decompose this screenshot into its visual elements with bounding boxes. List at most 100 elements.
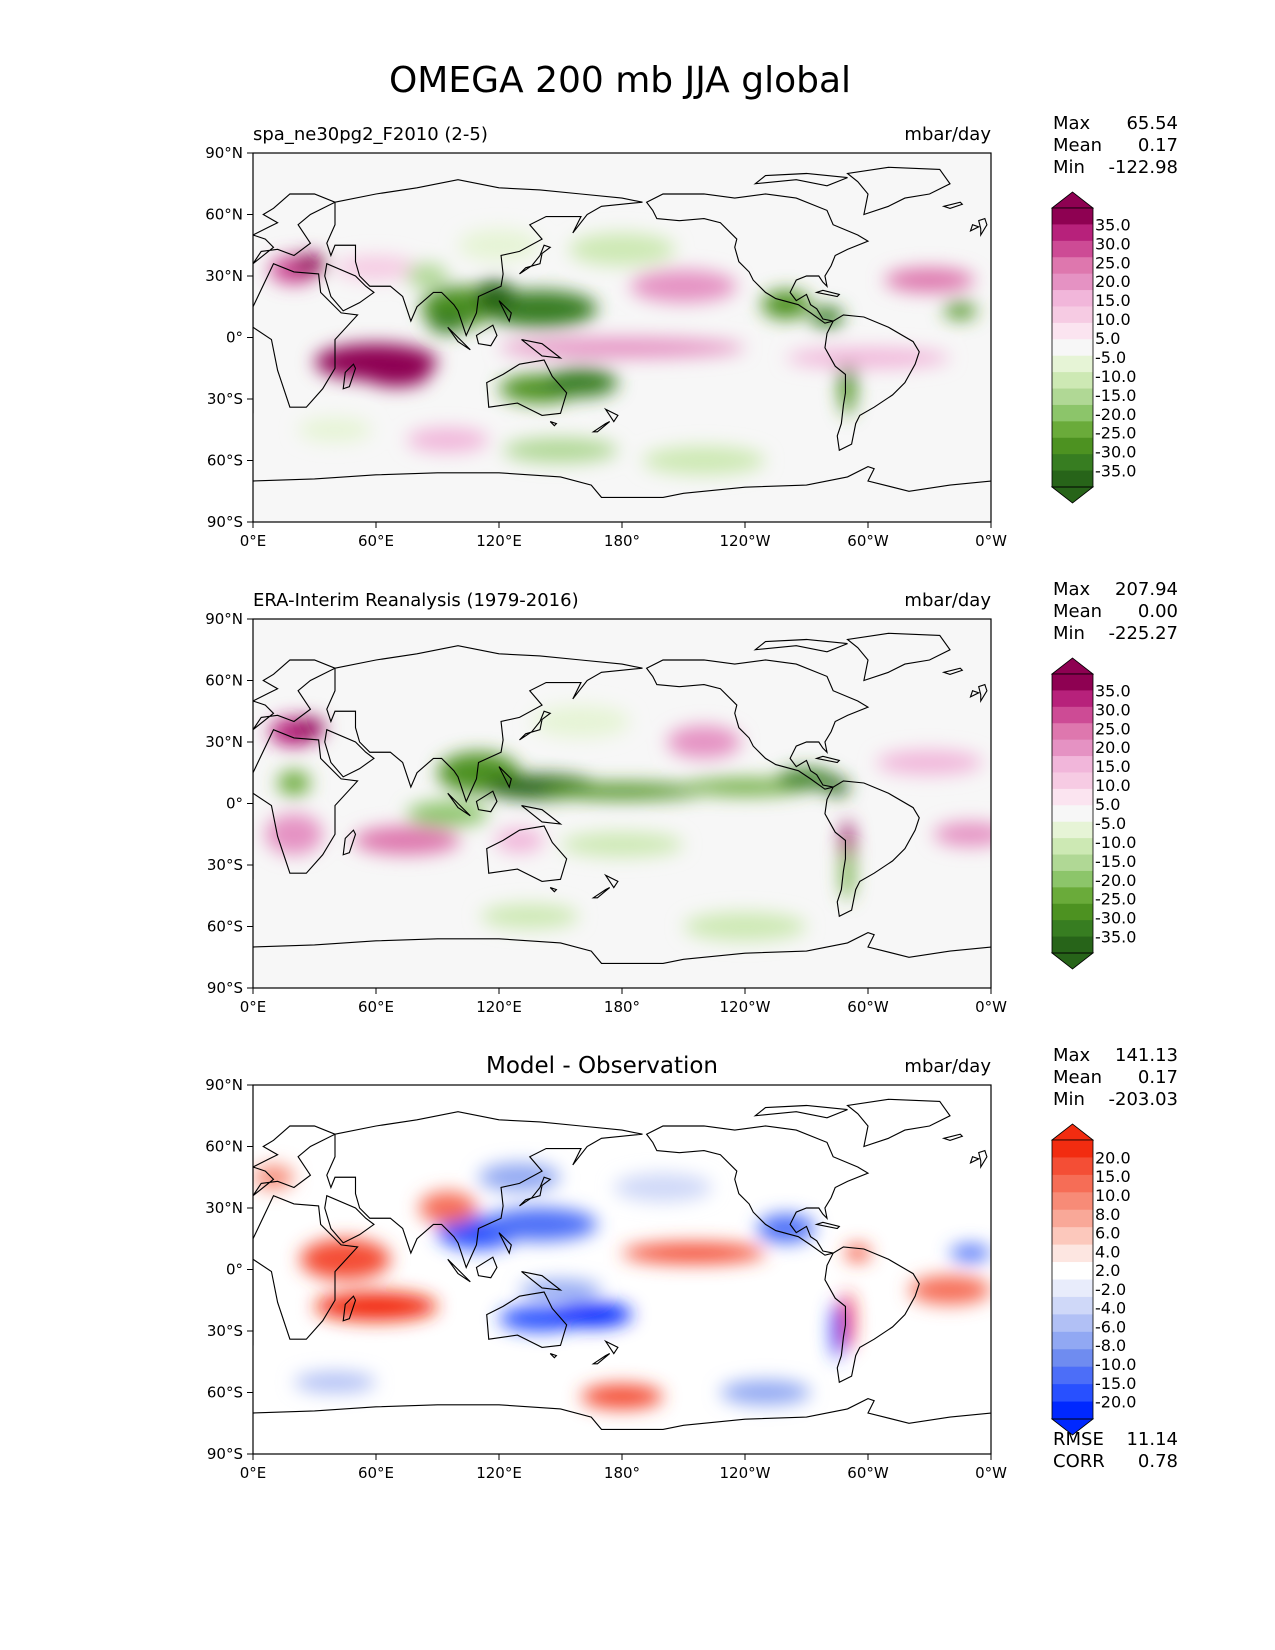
colorbar-segment: [1052, 470, 1093, 488]
colorbar-segment: [1052, 273, 1093, 291]
field-blob: [841, 1292, 854, 1350]
colorbar-label: 20.0: [1095, 738, 1131, 757]
colorbar-segment: [1052, 870, 1093, 888]
x-tick-label: 60°W: [847, 532, 889, 550]
field-blob: [683, 912, 807, 941]
stat-value-mean: 0.17: [1138, 135, 1178, 156]
colorbar-segment: [1052, 1296, 1093, 1315]
colorbar-label: 25.0: [1095, 253, 1131, 272]
field-blob: [314, 1292, 438, 1321]
colorbar-label: 8.0: [1095, 1205, 1120, 1224]
y-tick-label: 90°N: [205, 610, 243, 628]
y-tick-label: 90°N: [205, 144, 243, 162]
y-tick-label: 60°S: [207, 452, 243, 470]
y-tick-label: 0°: [226, 329, 243, 347]
colorbar-segment: [1052, 887, 1093, 905]
field-blob: [544, 368, 618, 397]
y-tick-label: 60°N: [205, 672, 243, 690]
colorbar-label: -20.0: [1095, 1393, 1136, 1412]
colorbar-label: -15.0: [1095, 852, 1136, 871]
colorbar-segment: [1052, 257, 1093, 275]
colorbar-segment: [1052, 936, 1093, 954]
colorbar-segment: [1052, 355, 1093, 373]
stat-label-min: Min: [1053, 1089, 1085, 1110]
colorbar-extend-max: [1050, 1123, 1095, 1141]
field-blob: [777, 768, 836, 790]
colorbar-label: 35.0: [1095, 681, 1131, 700]
field-blob: [353, 826, 461, 855]
colorbar-extend-min: [1050, 952, 1095, 970]
panel-units: mbar/day: [904, 590, 991, 611]
field-blob: [831, 1302, 844, 1360]
panel-units: mbar/day: [904, 1056, 991, 1077]
colorbar-segment: [1052, 690, 1093, 708]
field-blob: [667, 725, 741, 759]
colorbar-segment: [1052, 756, 1093, 773]
x-tick-label: 120°W: [720, 1464, 771, 1482]
colorbar-label: 10.0: [1095, 776, 1131, 795]
field-blob: [294, 253, 327, 274]
colorbar-segment: [1052, 454, 1093, 472]
colorbar-label: -6.0: [1095, 1317, 1126, 1336]
field-blob: [494, 828, 545, 853]
colorbar-label: 30.0: [1095, 234, 1131, 253]
panel-title: ERA-Interim Reanalysis (1979-2016): [253, 590, 579, 611]
y-tick-label: 90°S: [207, 1445, 243, 1463]
stat-label-max: Max: [1053, 579, 1091, 600]
stat-label-mean: Mean: [1053, 1067, 1102, 1088]
field-blob: [406, 801, 489, 827]
colorbar-label: -20.0: [1095, 405, 1136, 424]
panel-title: Model - Observation: [486, 1053, 718, 1079]
colorbar-segment: [1052, 1157, 1093, 1176]
colorbar-segment: [1052, 1279, 1093, 1298]
colorbar-label: 5.0: [1095, 795, 1120, 814]
stat-value-mean: 0.17: [1138, 1067, 1178, 1088]
colorbar-label: -15.0: [1095, 386, 1136, 405]
x-tick-label: 0°E: [240, 998, 267, 1016]
colorbar-segment: [1052, 739, 1093, 757]
colorbar-label: -8.0: [1095, 1336, 1126, 1355]
colorbar-segment: [1052, 854, 1093, 872]
field-blob: [950, 1244, 991, 1262]
field-blob: [568, 232, 676, 266]
y-tick-label: 90°S: [207, 513, 243, 531]
x-tick-label: 0°W: [975, 1464, 1007, 1482]
y-tick-label: 90°N: [205, 1076, 243, 1094]
stat-value-min: -122.98: [1109, 157, 1178, 178]
colorbar-segment: [1052, 290, 1093, 307]
colorbar-segment: [1052, 1262, 1093, 1280]
stat-value-min: -203.03: [1109, 1089, 1178, 1110]
colorbar-segment: [1052, 1384, 1093, 1403]
colorbar-label: 15.0: [1095, 1167, 1131, 1186]
x-tick-label: 180°: [604, 1464, 640, 1482]
field-blob: [482, 1208, 598, 1241]
colorbar-segment: [1052, 723, 1093, 741]
field-blob: [503, 437, 618, 463]
stat-value-max: 207.94: [1115, 579, 1178, 600]
field-blob: [474, 280, 516, 313]
field-blob: [478, 1162, 561, 1192]
colorbar-segment: [1052, 821, 1093, 839]
stat-label-min: Min: [1053, 623, 1085, 644]
x-tick-label: 120°W: [720, 532, 771, 550]
field-blob: [550, 1302, 633, 1327]
field-blob: [613, 1173, 713, 1202]
colorbar-segment: [1052, 772, 1093, 790]
colorbar-label: 4.0: [1095, 1242, 1120, 1261]
colorbar-segment: [1052, 437, 1093, 455]
colorbar-segment: [1052, 1331, 1093, 1350]
colorbar-segment: [1052, 903, 1093, 921]
colorbar-label: -25.0: [1095, 890, 1136, 909]
colorbar-segment: [1052, 421, 1093, 439]
x-tick-label: 120°E: [476, 532, 522, 550]
colorbar-segment: [1052, 388, 1093, 406]
x-tick-label: 120°E: [476, 1464, 522, 1482]
colorbar-label: -10.0: [1095, 1355, 1136, 1374]
colorbar-label: -30.0: [1095, 443, 1136, 462]
field-blob: [683, 778, 807, 796]
field-blob: [909, 1275, 991, 1305]
x-tick-label: 60°W: [847, 998, 889, 1016]
field-blob: [419, 1191, 477, 1225]
colorbar-segment: [1052, 372, 1093, 390]
